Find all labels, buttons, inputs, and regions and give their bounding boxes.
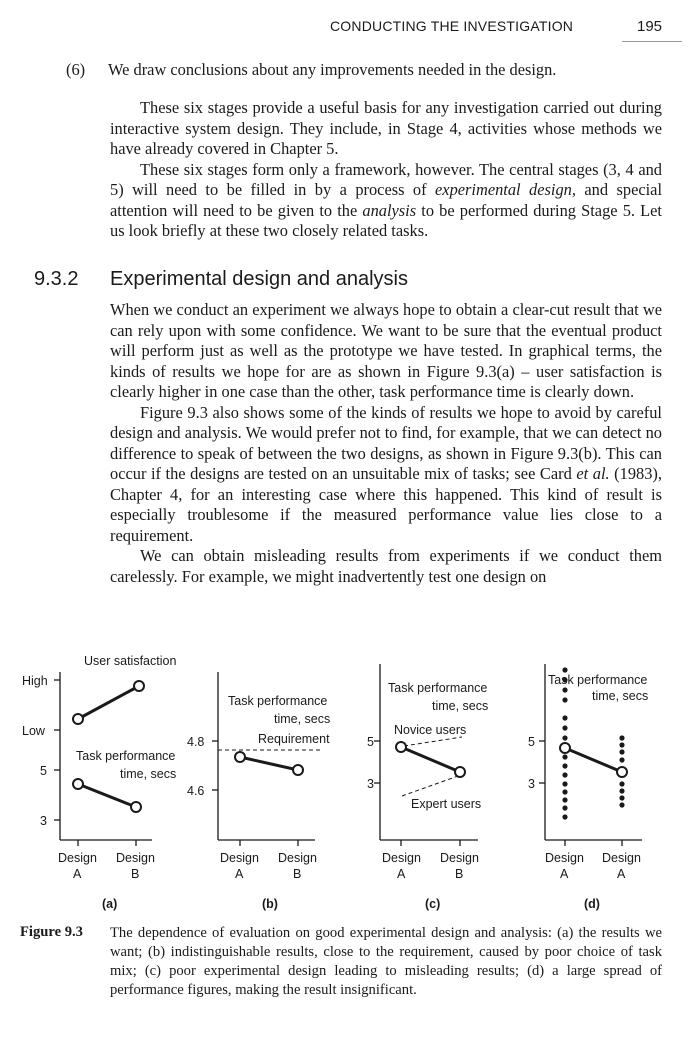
panel-c: 5 3 Task performance time, secs Novice u… [367,664,488,911]
stage-number: (6) [66,60,86,79]
panel-d-x-label: Design [602,851,641,865]
header-rule [622,41,682,42]
panel-b-requirement-label: Requirement [258,732,330,746]
panel-b-x-label: B [293,867,301,881]
panel-d-x-label: A [560,867,569,881]
panel-d-x-label: A [617,867,626,881]
panel-b-tick: 4.6 [187,784,204,798]
figure-9-3: .ax{stroke:#1a1a1a;stroke-width:1.3;fill… [22,654,648,911]
panel-a-satisfaction-line [77,684,140,721]
figure-caption-label: Figure 9.3 [20,924,83,940]
panel-a-label-task: Task performance [76,749,175,763]
panel-b-x-label: A [235,867,244,881]
section-number: 9.3.2 [34,268,79,290]
panel-c-caption: (c) [425,897,440,911]
panel-c-expert-dash [401,775,459,797]
panel-d-tick: 3 [528,777,535,791]
panel-a-task-line [77,782,137,809]
panel-c-title: Task performance [388,681,487,695]
panel-c-novice-label: Novice users [394,723,466,737]
panel-d-dots-a [562,667,568,820]
panel-d-dots-b [619,735,625,808]
panel-c-tick: 5 [367,735,374,749]
panel-c-x-label: A [397,867,406,881]
panel-d-x-label: Design [545,851,584,865]
panel-c-expert-label: Expert users [411,797,481,811]
running-head: CONDUCTING THE INVESTIGATION [330,18,574,34]
panel-c-x-label: B [455,867,463,881]
panel-a-x-label: A [73,867,82,881]
intro-paragraph: These six stages form only a framework, … [110,159,663,241]
stage-text: We draw conclusions about any improvemen… [108,60,557,79]
section-title: Experimental design and analysis [110,268,408,290]
panel-c-x-label: Design [382,851,421,865]
panel-b-x-label: Design [220,851,259,865]
panel-b-tick: 4.8 [187,735,204,749]
panel-d-tick: 5 [528,735,535,749]
intro-paragraphs: These six stages provide a useful basis … [110,98,662,242]
panel-d: 5 3 Task performance time, secs Design A… [528,664,648,911]
panel-b-x-label: Design [278,851,317,865]
body-paragraph: When we conduct an experiment we always … [110,300,662,401]
panel-a-label-task-2: time, secs [120,767,176,781]
panel-c-novice-dash [403,736,463,747]
figure-caption-text: The dependence of evaluation on good exp… [110,925,662,998]
body-paragraphs: When we conduct an experiment we always … [110,300,662,587]
panel-c-x-label: Design [440,851,479,865]
panel-a-tick: Low [22,724,46,738]
panel-b-line [239,755,299,772]
body-paragraph: We can obtain misleading results from ex… [110,546,662,586]
intro-paragraph: These six stages provide a useful basis … [110,98,662,158]
panel-c-line [400,745,461,774]
panel-a-tick: 5 [40,764,47,778]
panel-c-title-2: time, secs [432,699,488,713]
panel-b: 4.8 4.6 Task performance time, secs Requ… [187,672,330,911]
panel-a-x-label: Design [58,851,97,865]
panel-d-caption: (d) [584,897,600,911]
panel-c-tick: 3 [367,777,374,791]
page-number: 195 [637,18,663,35]
panel-a-caption: (a) [102,897,117,911]
panel-a-x-label: B [131,867,139,881]
panel-b-title: Task performance [228,694,327,708]
panel-a: High Low 5 3 User satisfaction Task perf… [22,654,176,911]
panel-a-tick: High [22,674,48,688]
panel-a-x-label: Design [116,851,155,865]
panel-b-caption: (b) [262,897,278,911]
panel-d-line [564,746,623,774]
panel-d-title-2: time, secs [592,689,648,703]
panel-a-label-satisfaction: User satisfaction [84,654,176,668]
body-paragraph: Figure 9.3 also shows some of the kinds … [110,402,662,545]
panel-a-tick: 3 [40,814,47,828]
panel-b-title-2: time, secs [274,712,330,726]
panel-d-title: Task performance [548,673,647,687]
